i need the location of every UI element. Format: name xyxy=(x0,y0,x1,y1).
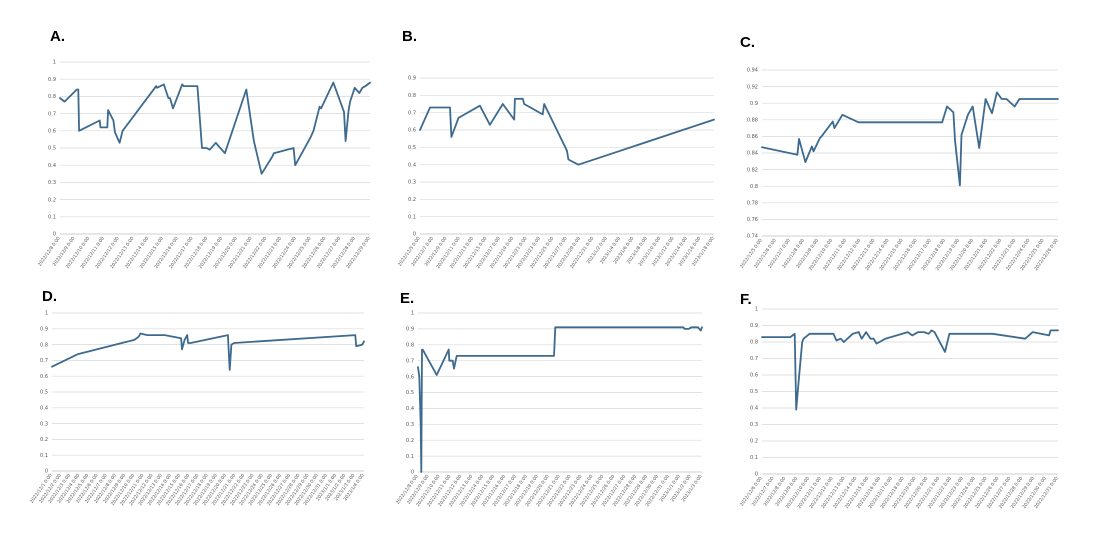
y-tick-label: 0.88 xyxy=(747,118,758,124)
y-tick-label: 0.8 xyxy=(40,342,48,348)
y-tick-label: 1 xyxy=(755,307,758,313)
y-tick-label: 0.5 xyxy=(406,390,414,396)
y-tick-label: 0.2 xyxy=(40,437,48,443)
y-tick-label: 0.1 xyxy=(408,214,416,220)
y-tick-label: 0.8 xyxy=(48,94,56,100)
y-tick-label: 0.7 xyxy=(40,358,48,364)
y-tick-label: 0 xyxy=(413,232,416,238)
y-tick-label: 0.2 xyxy=(750,439,758,445)
y-tick-label: 0.9 xyxy=(40,327,48,333)
y-tick-label: 0.4 xyxy=(750,406,758,412)
y-tick-label: 0.9 xyxy=(408,76,416,82)
y-tick-label: 0.7 xyxy=(48,111,56,117)
y-tick-label: 0.3 xyxy=(408,180,416,186)
y-tick-label: 0 xyxy=(411,470,414,476)
series-line xyxy=(417,326,703,473)
y-tick-label: 0.6 xyxy=(750,373,758,379)
y-tick-label: 0 xyxy=(53,232,56,238)
y-tick-label: 0.9 xyxy=(750,101,758,107)
panel-label: F. xyxy=(740,291,752,308)
y-tick-label: 0.7 xyxy=(406,358,414,364)
y-tick-label: 0.7 xyxy=(408,110,416,116)
y-tick-label: 0.78 xyxy=(747,201,758,207)
y-tick-label: 0.94 xyxy=(747,68,758,74)
y-tick-label: 0.6 xyxy=(408,128,416,134)
y-tick-label: 0.7 xyxy=(750,356,758,362)
series-line xyxy=(761,91,1059,187)
y-tick-label: 0.9 xyxy=(750,323,758,329)
y-tick-label: 0.4 xyxy=(408,162,416,168)
panel-label: D. xyxy=(42,288,57,305)
y-tick-label: 0.82 xyxy=(747,167,758,173)
y-tick-label: 0.86 xyxy=(747,134,758,140)
y-tick-label: 0.6 xyxy=(406,374,414,380)
y-tick-label: 0.6 xyxy=(40,374,48,380)
panel-label: C. xyxy=(740,34,755,51)
y-tick-label: 0.4 xyxy=(40,406,48,412)
y-tick-label: 0.5 xyxy=(48,146,56,152)
y-tick-label: 0.8 xyxy=(750,184,758,190)
y-tick-label: 1 xyxy=(53,60,56,66)
y-tick-label: 0.4 xyxy=(406,406,414,412)
y-tick-label: 0.4 xyxy=(48,163,56,169)
y-tick-label: 0.2 xyxy=(48,197,56,203)
y-tick-label: 0.3 xyxy=(48,180,56,186)
panel-label: A. xyxy=(50,28,65,45)
y-tick-label: 0.74 xyxy=(747,234,758,240)
panel-label: E. xyxy=(400,290,415,307)
y-tick-label: 0.3 xyxy=(40,421,48,427)
y-tick-label: 0.8 xyxy=(406,343,414,349)
series-line xyxy=(59,81,371,175)
y-tick-label: 0.2 xyxy=(408,197,416,203)
y-tick-label: 0.76 xyxy=(747,217,758,223)
y-tick-label: 0.1 xyxy=(40,453,48,459)
y-tick-label: 0 xyxy=(755,472,758,478)
y-tick-label: 1 xyxy=(411,311,414,317)
y-tick-label: 0.1 xyxy=(406,454,414,460)
y-tick-label: 0.9 xyxy=(406,327,414,333)
y-tick-label: 0.8 xyxy=(750,340,758,346)
y-tick-label: 0.84 xyxy=(747,151,758,157)
y-tick-label: 0.5 xyxy=(40,390,48,396)
y-tick-label: 0.1 xyxy=(750,455,758,461)
y-tick-label: 0.1 xyxy=(48,215,56,221)
y-tick-label: 0 xyxy=(45,469,48,475)
y-tick-label: 0.8 xyxy=(408,93,416,99)
y-tick-label: 0.6 xyxy=(48,129,56,135)
y-tick-label: 1 xyxy=(45,311,48,317)
series-line xyxy=(419,97,715,166)
y-tick-label: 0.5 xyxy=(750,389,758,395)
series-line xyxy=(761,329,1059,411)
y-tick-label: 0.3 xyxy=(750,422,758,428)
y-tick-label: 0.3 xyxy=(406,422,414,428)
y-tick-label: 0.5 xyxy=(408,145,416,151)
panel-label: B. xyxy=(402,28,417,45)
y-tick-label: 0.9 xyxy=(48,77,56,83)
series-line xyxy=(51,332,365,371)
y-tick-label: 0.2 xyxy=(406,438,414,444)
y-tick-label: 0.92 xyxy=(747,84,758,90)
